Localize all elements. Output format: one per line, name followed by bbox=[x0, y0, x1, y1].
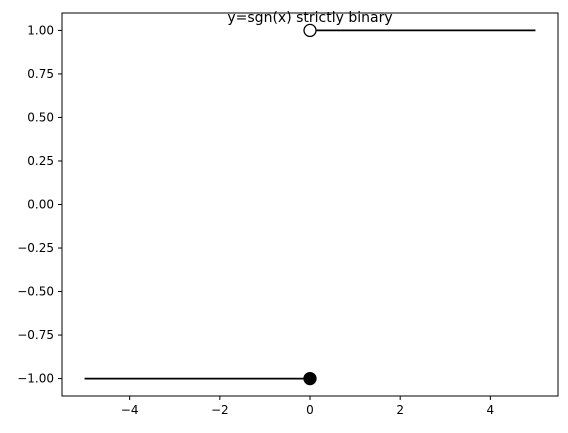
plot-frame bbox=[61, 12, 559, 397]
plot-marks bbox=[84, 23, 536, 386]
y-tick-label: −0.25 bbox=[17, 241, 54, 255]
y-tick-label: −0.50 bbox=[17, 285, 54, 299]
y-tick-label: 1.00 bbox=[27, 23, 54, 37]
x-tick-label: −2 bbox=[211, 403, 229, 417]
y-tick-label: 0.00 bbox=[27, 198, 54, 212]
x-tick-label: 4 bbox=[487, 403, 495, 417]
y-tick-label: 0.25 bbox=[27, 154, 54, 168]
closed-endpoint-marker bbox=[303, 371, 317, 386]
y-tick-label: −1.00 bbox=[17, 372, 54, 386]
x-axis: −4 −2 0 2 4 bbox=[121, 396, 494, 417]
chart-title: y=sgn(x) strictly binary bbox=[227, 10, 392, 26]
y-tick-label: 0.50 bbox=[27, 110, 54, 124]
y-tick-label: −0.75 bbox=[17, 328, 54, 342]
y-tick-label: 0.75 bbox=[27, 67, 54, 81]
x-tick-label: 0 bbox=[306, 403, 314, 417]
y-axis: −1.00 −0.75 −0.50 −0.25 0.00 0.25 0.50 0.75 1.00 bbox=[17, 23, 62, 386]
x-tick-label: 2 bbox=[396, 403, 404, 417]
open-endpoint-marker bbox=[303, 23, 317, 38]
x-tick-label: −4 bbox=[121, 403, 139, 417]
